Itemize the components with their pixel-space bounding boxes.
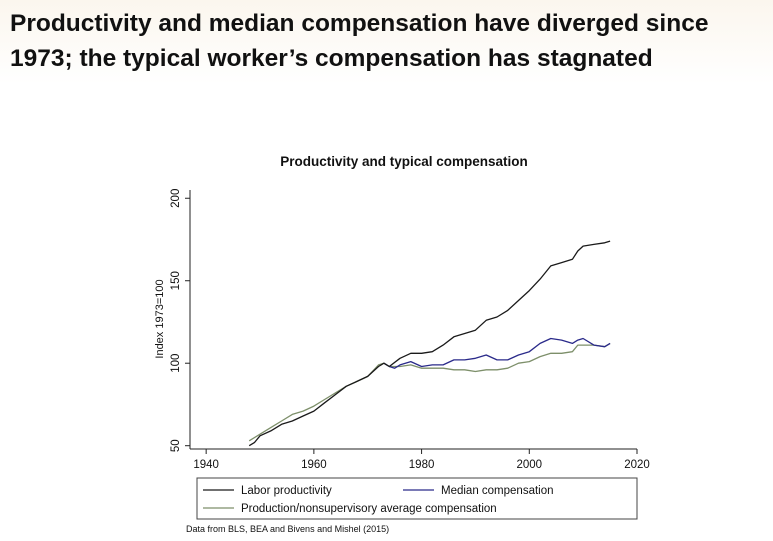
slide-title: Productivity and median compensation hav… [10, 6, 770, 76]
title-band [0, 0, 773, 84]
y-tick-label: 150 [170, 271, 182, 290]
x-tick-label: 1960 [301, 459, 327, 471]
series-line-median-compensation [383, 337, 611, 369]
y-axis-label: Index 1973=100 [154, 279, 166, 358]
series-line-labor-productivity [248, 240, 611, 447]
x-tick-label: 1940 [193, 459, 219, 471]
x-tick-label: 1980 [409, 459, 435, 471]
legend-label-labor-productivity: Labor productivity [241, 485, 332, 497]
y-tick-label: 100 [170, 354, 182, 373]
y-tick-label: 200 [170, 189, 182, 208]
source-note: Data from BLS, BEA and Bivens and Mishel… [186, 524, 390, 534]
series-line-production-compensation [248, 342, 611, 442]
legend-label-median-compensation: Median compensation [441, 485, 554, 497]
y-tick-label: 50 [170, 439, 182, 452]
legend-label-production-compensation: Production/nonsupervisory average compen… [241, 503, 497, 515]
slide-title-line-1: Productivity and median compensation hav… [10, 10, 709, 37]
x-tick-label: 2020 [624, 459, 650, 471]
slide-title-line-2: 1973; the typical worker’s compensation … [10, 45, 653, 72]
x-tick-label: 2000 [516, 459, 542, 471]
legend-box [196, 477, 638, 520]
chart-title: Productivity and typical compensation [280, 154, 528, 169]
